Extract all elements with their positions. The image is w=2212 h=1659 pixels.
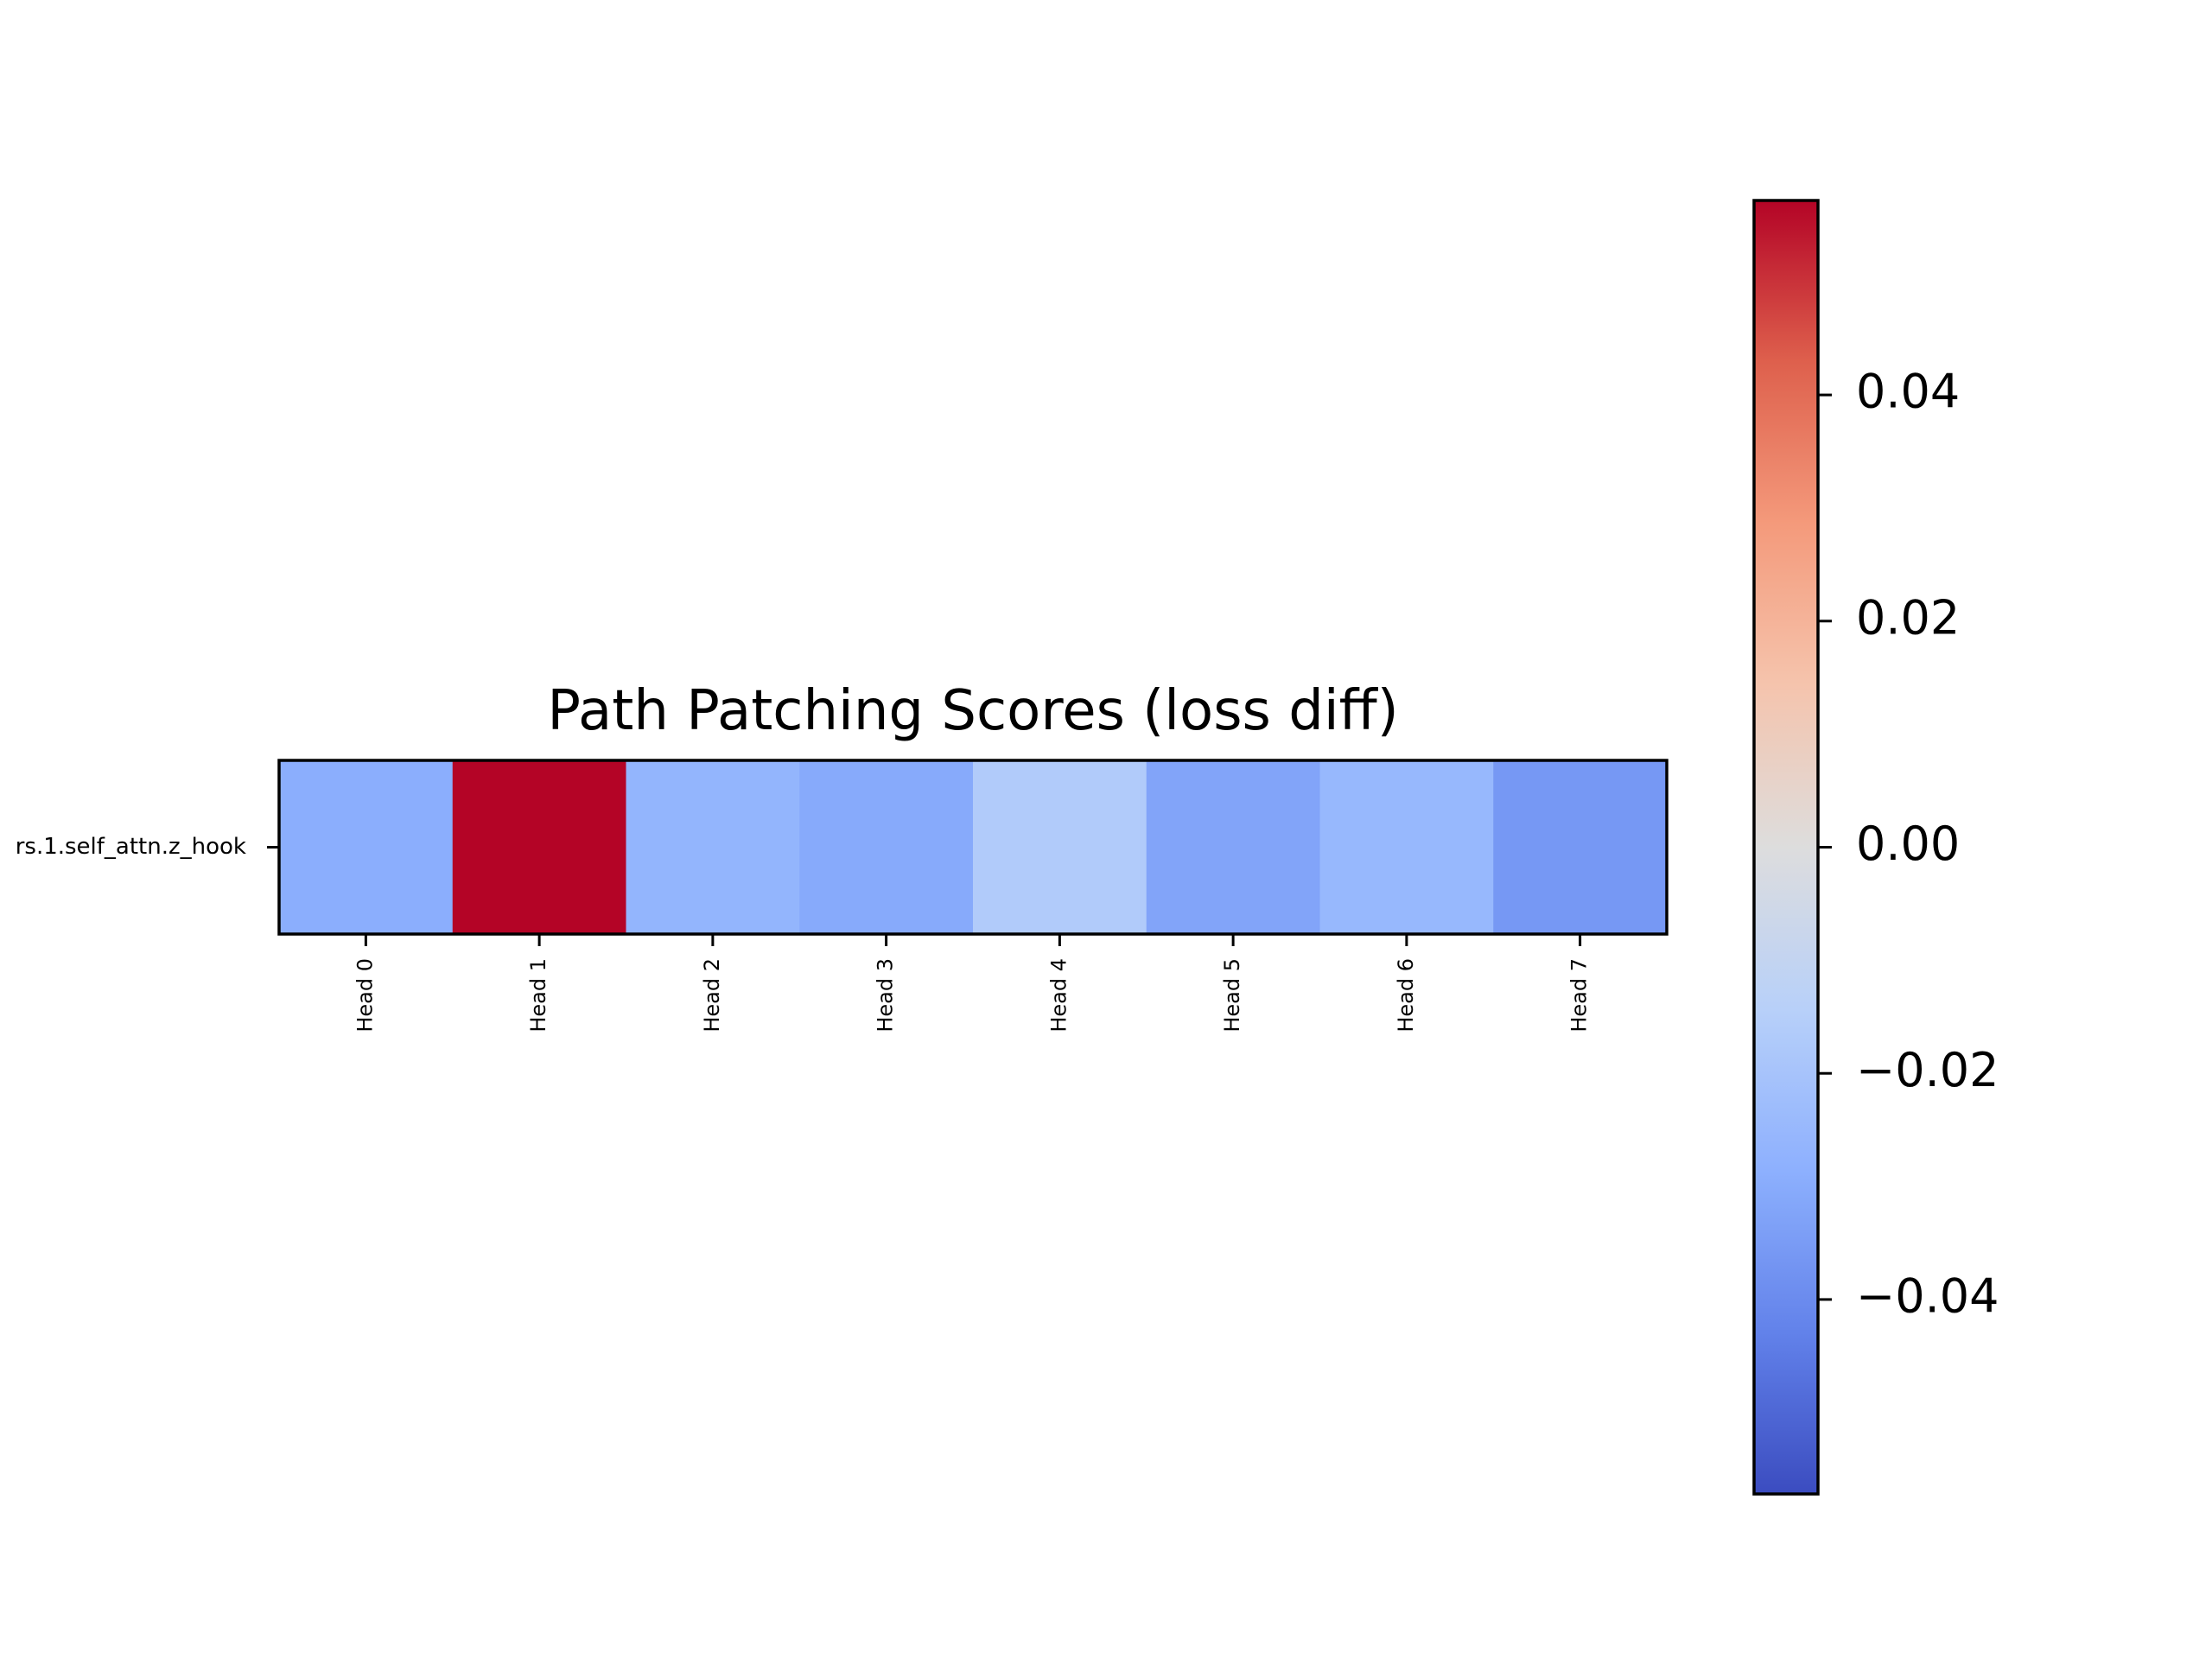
x-axis-ticks: Head 0 Head 1 Head 2 Head 3 Head 4 Head 5 Head… — [353, 934, 1592, 1033]
heatmap-cells — [279, 760, 1668, 935]
x-tick-label: Head 5 — [1220, 958, 1244, 1033]
heatmap-cell — [799, 760, 974, 935]
x-tick-label: Head 3 — [874, 958, 898, 1033]
y-tick-label: rs.1.self_attn.z_hook — [16, 834, 246, 860]
heatmap-cell — [1146, 760, 1321, 935]
colorbar-tick-label: −0.04 — [1856, 1269, 1999, 1324]
y-axis-ticks: rs.1.self_attn.z_hook — [16, 834, 279, 860]
colorbar-ticks: −0.04 −0.02 0.00 0.02 0.04 — [1818, 365, 1999, 1324]
colorbar-tick-label: 0.00 — [1856, 817, 1960, 871]
x-tick-label: Head 6 — [1394, 958, 1418, 1033]
colorbar-tick-label: 0.04 — [1856, 365, 1960, 419]
colorbar-tick-label: 0.02 — [1856, 590, 1960, 645]
heatmap-cell — [279, 760, 454, 935]
x-tick-label: Head 7 — [1567, 958, 1592, 1033]
heatmap-cell — [1319, 760, 1494, 935]
heatmap-cell — [626, 760, 800, 935]
x-tick-label: Head 2 — [700, 958, 724, 1033]
chart-title: Path Patching Scores (loss diff) — [547, 679, 1398, 743]
colorbar-gradient — [1754, 200, 1818, 1494]
heatmap-cell — [452, 760, 627, 935]
colorbar-tick-label: −0.02 — [1856, 1043, 1999, 1097]
x-tick-label: Head 1 — [526, 958, 550, 1033]
x-tick-label: Head 0 — [353, 958, 377, 1033]
x-tick-label: Head 4 — [1046, 958, 1071, 1033]
heatmap-cell — [973, 760, 1147, 935]
heatmap-cell — [1493, 760, 1668, 935]
